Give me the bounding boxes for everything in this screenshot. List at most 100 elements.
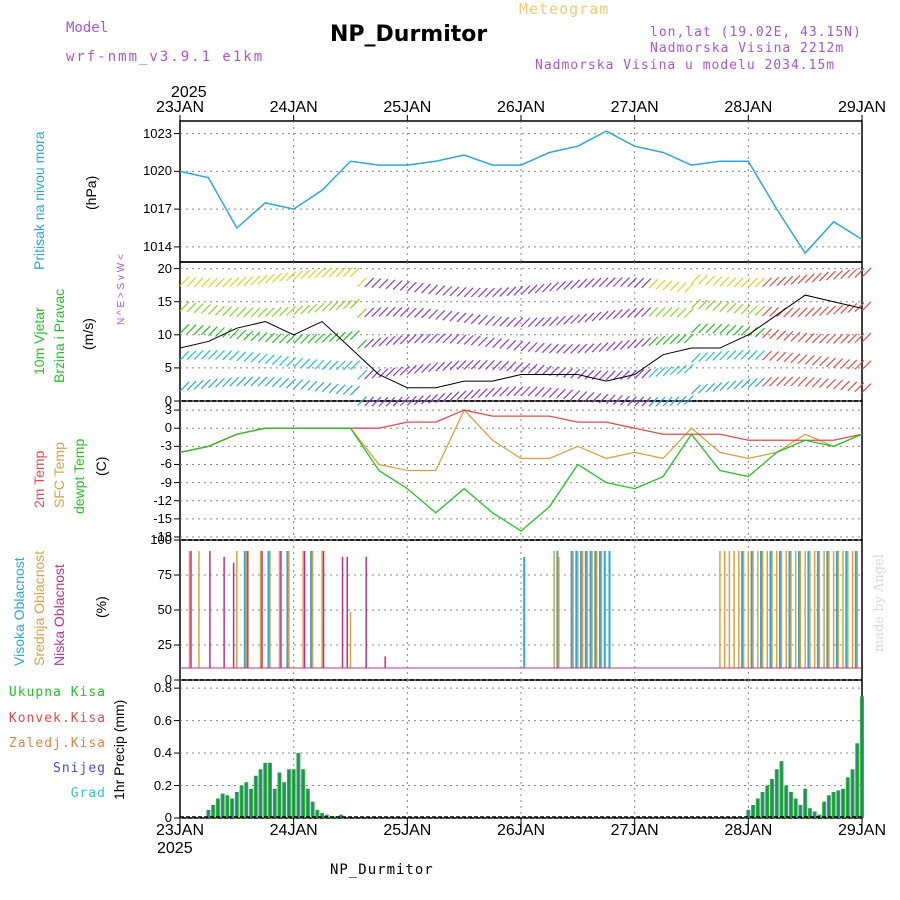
wind-barb <box>804 354 815 365</box>
wind-speed-line <box>179 294 863 389</box>
wind-barb <box>328 332 339 343</box>
wind-barb <box>662 366 673 377</box>
wind-barb <box>257 353 268 364</box>
wind-barb <box>740 378 751 389</box>
wind-barb <box>740 325 751 336</box>
wind-barb <box>698 352 709 363</box>
wind-barb <box>335 384 346 395</box>
wind-barb <box>847 381 858 392</box>
wind-barb <box>222 306 233 317</box>
wind-barb <box>279 377 289 388</box>
wind-barb <box>804 377 815 387</box>
wind-barb <box>229 306 240 317</box>
wind-barb <box>733 303 744 314</box>
wind-barb <box>740 304 751 315</box>
wind-barb <box>620 395 630 406</box>
wind-barb <box>790 353 801 364</box>
wind-barb <box>236 307 247 317</box>
wind-barb <box>755 305 765 316</box>
date-label: 23JAN <box>156 822 205 839</box>
wind-barb <box>605 277 616 287</box>
wind-barb <box>861 332 872 343</box>
snow-bar <box>235 792 238 818</box>
wind-barb <box>406 281 417 292</box>
wind-barb <box>698 274 709 285</box>
wind-barb <box>321 301 332 312</box>
wind-barb <box>861 301 872 312</box>
wind-barb <box>428 393 439 404</box>
y-tick-label: 5 <box>164 359 172 375</box>
wind-barb <box>506 361 517 372</box>
wind-barb <box>833 358 844 369</box>
wind-barb <box>818 306 829 317</box>
wind-barb <box>747 349 758 360</box>
wind-barb <box>634 396 645 407</box>
wind-barb <box>406 307 417 318</box>
wind-barb <box>683 283 694 293</box>
wind-barb <box>371 396 382 407</box>
wind-barb <box>442 285 453 296</box>
wind-barb <box>215 277 225 288</box>
snow-bar <box>321 813 324 818</box>
wind-barb <box>264 354 275 365</box>
wind-barb <box>513 285 524 296</box>
date-label: 24JAN <box>269 99 318 116</box>
date-label: 26JAN <box>497 822 546 839</box>
wind-barb <box>783 352 794 363</box>
wind-barb <box>833 304 844 315</box>
snow-bar <box>775 769 778 818</box>
wind-barb <box>527 386 538 397</box>
wind-barb <box>406 395 417 406</box>
wind-barb <box>598 277 609 288</box>
wind-barb <box>584 391 595 402</box>
wind-barb <box>811 377 822 388</box>
wind-barb <box>477 287 488 298</box>
wind-barb <box>548 316 559 327</box>
wind-barb <box>499 386 510 397</box>
wind-barb <box>279 306 289 317</box>
wind-barb <box>854 333 865 344</box>
wind-barb <box>769 376 780 387</box>
wind-barb <box>719 381 730 391</box>
wind-barb <box>563 314 574 325</box>
wind-barb <box>712 350 723 361</box>
wind-barb <box>556 280 566 291</box>
wind-barb <box>776 351 787 362</box>
wind-barb <box>392 280 403 291</box>
wind-barb <box>776 376 787 387</box>
snow-bar <box>771 779 774 818</box>
wind-barb <box>712 381 723 392</box>
wind-barb <box>591 311 602 322</box>
wind-barb <box>243 330 254 341</box>
wind-barb <box>492 360 503 371</box>
wind-barb <box>840 269 851 280</box>
y-tick-label: 1014 <box>143 238 172 254</box>
wind-barb <box>506 286 517 297</box>
snow-bar <box>245 782 248 818</box>
wind-barb <box>861 360 872 371</box>
wind-barb <box>683 395 694 405</box>
wind-barb <box>385 279 396 290</box>
wind-barb <box>399 334 410 345</box>
wind-barb <box>243 376 254 387</box>
wind-barb <box>421 394 431 405</box>
pressure-line <box>179 130 863 255</box>
snow-bar <box>278 772 281 818</box>
snow-bar <box>287 769 290 818</box>
wind-barb <box>442 361 453 371</box>
wind-barb <box>222 277 233 288</box>
wind-barb <box>541 387 552 398</box>
wind-barb <box>328 360 339 371</box>
snow-bar <box>221 793 224 818</box>
wind-barb <box>705 300 716 311</box>
wind-barb <box>257 332 268 342</box>
wind-barb <box>492 287 503 298</box>
wind-barb <box>357 308 368 318</box>
wind-barb <box>527 363 538 374</box>
wind-barb <box>719 301 730 312</box>
wind-barb <box>250 275 261 286</box>
wind-barb <box>818 271 829 282</box>
wind-barb <box>811 355 822 366</box>
wind-barb <box>271 377 282 388</box>
wind-barb <box>428 309 439 320</box>
